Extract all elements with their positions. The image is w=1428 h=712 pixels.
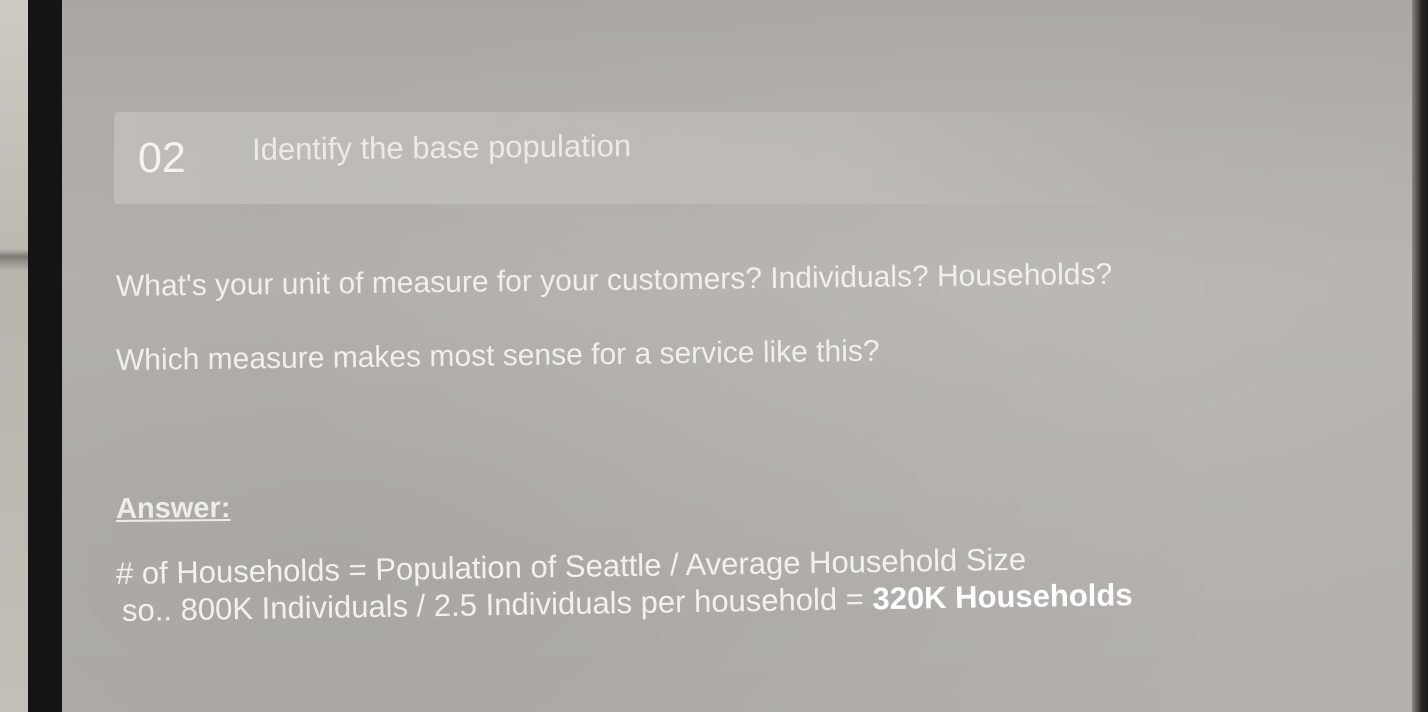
- question-unit-of-measure: What's your unit of measure for your cus…: [115, 257, 1113, 303]
- screen-frame-left: [28, 0, 64, 712]
- section-title: Identify the base population: [251, 128, 632, 167]
- section-number: 02: [138, 134, 186, 182]
- section-header-band: [114, 112, 1154, 204]
- screen-frame-right: [1412, 0, 1428, 712]
- answer-result: 320K Households: [872, 577, 1133, 617]
- question-best-measure: Which measure makes most sense for a ser…: [115, 334, 880, 377]
- projected-slide: 02 Identify the base population What's y…: [62, 0, 1414, 712]
- background-wall: [0, 0, 30, 712]
- answer-label: Answer:: [115, 492, 231, 525]
